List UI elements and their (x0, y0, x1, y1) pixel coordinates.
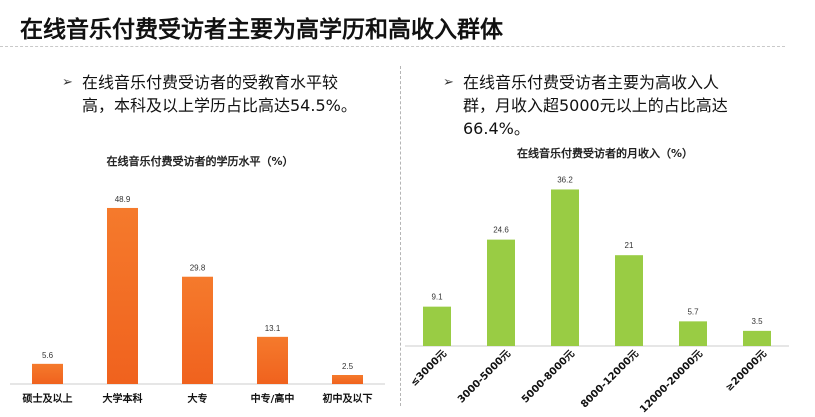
bullet-arrow-icon: ➢ (62, 75, 73, 90)
page-title: 在线音乐付费受访者主要为高学历和高收入群体 (20, 17, 503, 43)
bullet-arrow-icon: ➢ (443, 75, 454, 90)
chart-title-education: 在线音乐付费受访者的学历水平（%） (106, 155, 294, 168)
data-label-education-4: 2.5 (342, 362, 354, 371)
bar-education-1 (107, 207, 138, 384)
bar-income-0 (423, 306, 451, 346)
title-divider (0, 46, 785, 47)
data-label-income-5: 3.5 (751, 317, 763, 326)
tick-label-income-1: 3000-5000元 (455, 348, 513, 406)
data-label-education-0: 5.6 (42, 351, 54, 360)
data-label-income-3: 21 (625, 241, 634, 250)
title-block: 在线音乐付费受访者主要为高学历和高收入群体 (0, 0, 815, 52)
data-label-income-0: 9.1 (431, 293, 443, 302)
tick-label-education-0: 硕士及以上 (23, 392, 73, 405)
tick-label-income-5: ≥20000元 (723, 348, 769, 394)
chart-title-income: 在线音乐付费受访者的月收入（%） (516, 147, 694, 160)
bar-income-3 (615, 255, 643, 346)
data-label-income-2: 36.2 (557, 175, 573, 184)
chart-education: 5.6 硕士及以上 48.9 大学本科 29.8 大专 13.1 中专/高中 2.5 初中及以下 (10, 195, 385, 405)
panel-divider (400, 66, 401, 406)
bar-education-4 (332, 375, 363, 384)
tick-label-education-2: 大专 (188, 392, 208, 405)
bar-education-3 (257, 336, 288, 384)
data-label-income-4: 5.7 (687, 307, 699, 316)
bar-income-4 (679, 321, 707, 346)
tick-label-income-3: 8000-12000元 (578, 348, 641, 411)
bar-income-1 (487, 239, 515, 346)
chart-income: 9.1 ≤3000元 24.6 3000-5000元 36.2 5000-8000元 21 8… (405, 175, 789, 416)
tick-label-education-3: 中专/高中 (251, 392, 295, 405)
left-bullet: ➢ 在线音乐付费受访者的受教育水平较高，本科及以上学历占比高达54.5%。 (62, 71, 362, 117)
tick-label-income-0: ≤3000元 (408, 348, 449, 389)
bar-income-2 (551, 189, 579, 346)
right-bullet: ➢ 在线音乐付费受访者主要为高收入人群，月收入超5000元以上的占比高达66.4… (443, 71, 743, 140)
tick-label-education-4: 初中及以下 (323, 392, 373, 405)
bar-income-5 (743, 330, 771, 346)
left-bullet-text: 在线音乐付费受访者的受教育水平较高，本科及以上学历占比高达54.5%。 (82, 73, 357, 115)
data-label-education-2: 29.8 (190, 264, 206, 273)
tick-label-income-2: 5000-8000元 (519, 348, 577, 406)
tick-label-education-1: 大学本科 (103, 392, 143, 405)
data-label-education-3: 13.1 (265, 324, 281, 333)
bar-education-2 (182, 276, 213, 384)
bar-education-0 (32, 363, 63, 384)
data-label-education-1: 48.9 (115, 195, 131, 204)
data-label-income-1: 24.6 (493, 226, 509, 235)
right-bullet-text: 在线音乐付费受访者主要为高收入人群，月收入超5000元以上的占比高达66.4%。 (463, 73, 728, 138)
tick-label-income-4: 12000-20000元 (637, 348, 705, 416)
